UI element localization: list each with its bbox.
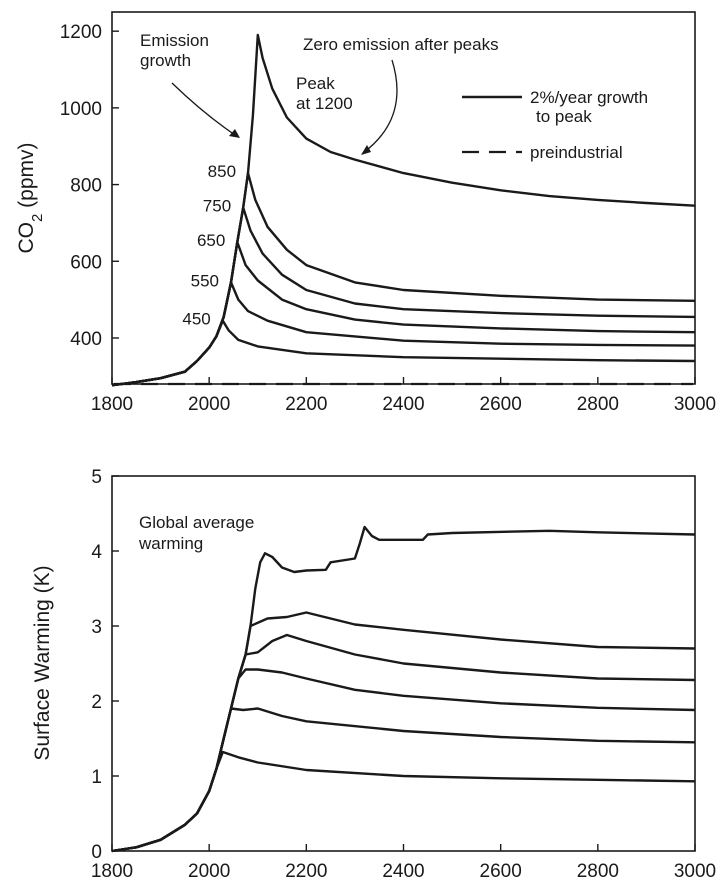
warming-y-axis-label: Surface Warming (K): [31, 565, 54, 760]
series-line-1200: [111, 33, 696, 387]
peak-label-550: 550: [191, 271, 219, 290]
zero-emission-arrowhead: [361, 145, 371, 155]
co2-axis-ticks: 1800 2000 2200 2400 2600 2800 3000 400 600 800 100…: [60, 22, 716, 415]
y-tick-label: 5: [91, 467, 102, 488]
series-line-650: [111, 668, 696, 853]
warming-axis-ticks: 1800 2000 2200 2400 2600 2800 3000 0 1 2 3 4 5: [91, 467, 716, 882]
y-tick-label: 600: [70, 252, 102, 273]
series-line-1200: [111, 525, 696, 853]
peak-label-450: 450: [182, 310, 210, 329]
series-line-550: [111, 281, 696, 387]
y-tick-label: 1200: [60, 22, 102, 43]
co2-series-group: [111, 33, 696, 387]
warming-panel: 1800 2000 2200 2400 2600 2800 3000 0 1 2 3 4 5 Surfa…: [31, 467, 716, 882]
x-tick-label: 2600: [480, 861, 522, 882]
zero-emission-arrow: [362, 59, 398, 154]
x-tick-label: 3000: [674, 861, 716, 882]
y-tick-label: 400: [70, 329, 102, 350]
x-tick-label: 2200: [285, 861, 327, 882]
series-line-750: [111, 633, 696, 853]
zero-emission-annotation: Zero emission after peaks: [303, 35, 499, 54]
co2-series-labels: 450 550 650 750 850: [182, 162, 236, 329]
y-tick-label: 3: [91, 617, 102, 638]
x-tick-label: 3000: [674, 394, 716, 415]
y-tick-label: 1000: [60, 99, 102, 120]
peak-label-850: 850: [208, 162, 236, 181]
peak-label-650: 650: [197, 231, 225, 250]
emission-growth-annotation: Emission growth: [140, 31, 214, 70]
y-tick-label: 0: [91, 842, 102, 863]
emission-growth-arrowhead: [229, 129, 240, 138]
global-average-annotation: Global average warming: [138, 513, 259, 553]
co2-y-axis-label: CO2 (ppmv): [15, 142, 46, 253]
x-tick-label: 2800: [577, 861, 619, 882]
x-tick-label: 2600: [480, 394, 522, 415]
x-tick-label: 2200: [285, 394, 327, 415]
x-tick-label: 2000: [188, 861, 230, 882]
x-tick-label: 2400: [382, 394, 424, 415]
y-tick-label: 4: [91, 542, 102, 563]
warming-series-group: [111, 525, 696, 853]
co2-panel: 1800 2000 2200 2400 2600 2800 3000 400 600 800 100…: [15, 11, 716, 415]
emission-growth-arrow: [171, 82, 239, 138]
x-tick-label: 2400: [382, 861, 424, 882]
x-tick-label: 2800: [577, 394, 619, 415]
peak-label-750: 750: [203, 197, 231, 216]
y-tick-label: 800: [70, 176, 102, 197]
y-tick-label: 2: [91, 692, 102, 713]
legend-growth-label: 2%/year growth to peak: [530, 88, 653, 126]
peak-annotation: Peak at 1200: [296, 74, 353, 113]
y-tick-label: 1: [91, 767, 102, 788]
series-line-450: [111, 750, 696, 853]
co2-legend: 2%/year growth to peak preindustrial: [462, 88, 653, 162]
x-tick-label: 1800: [91, 861, 133, 882]
x-tick-label: 1800: [91, 394, 133, 415]
x-tick-label: 2000: [188, 394, 230, 415]
legend-preindustrial-label: preindustrial: [530, 143, 623, 162]
